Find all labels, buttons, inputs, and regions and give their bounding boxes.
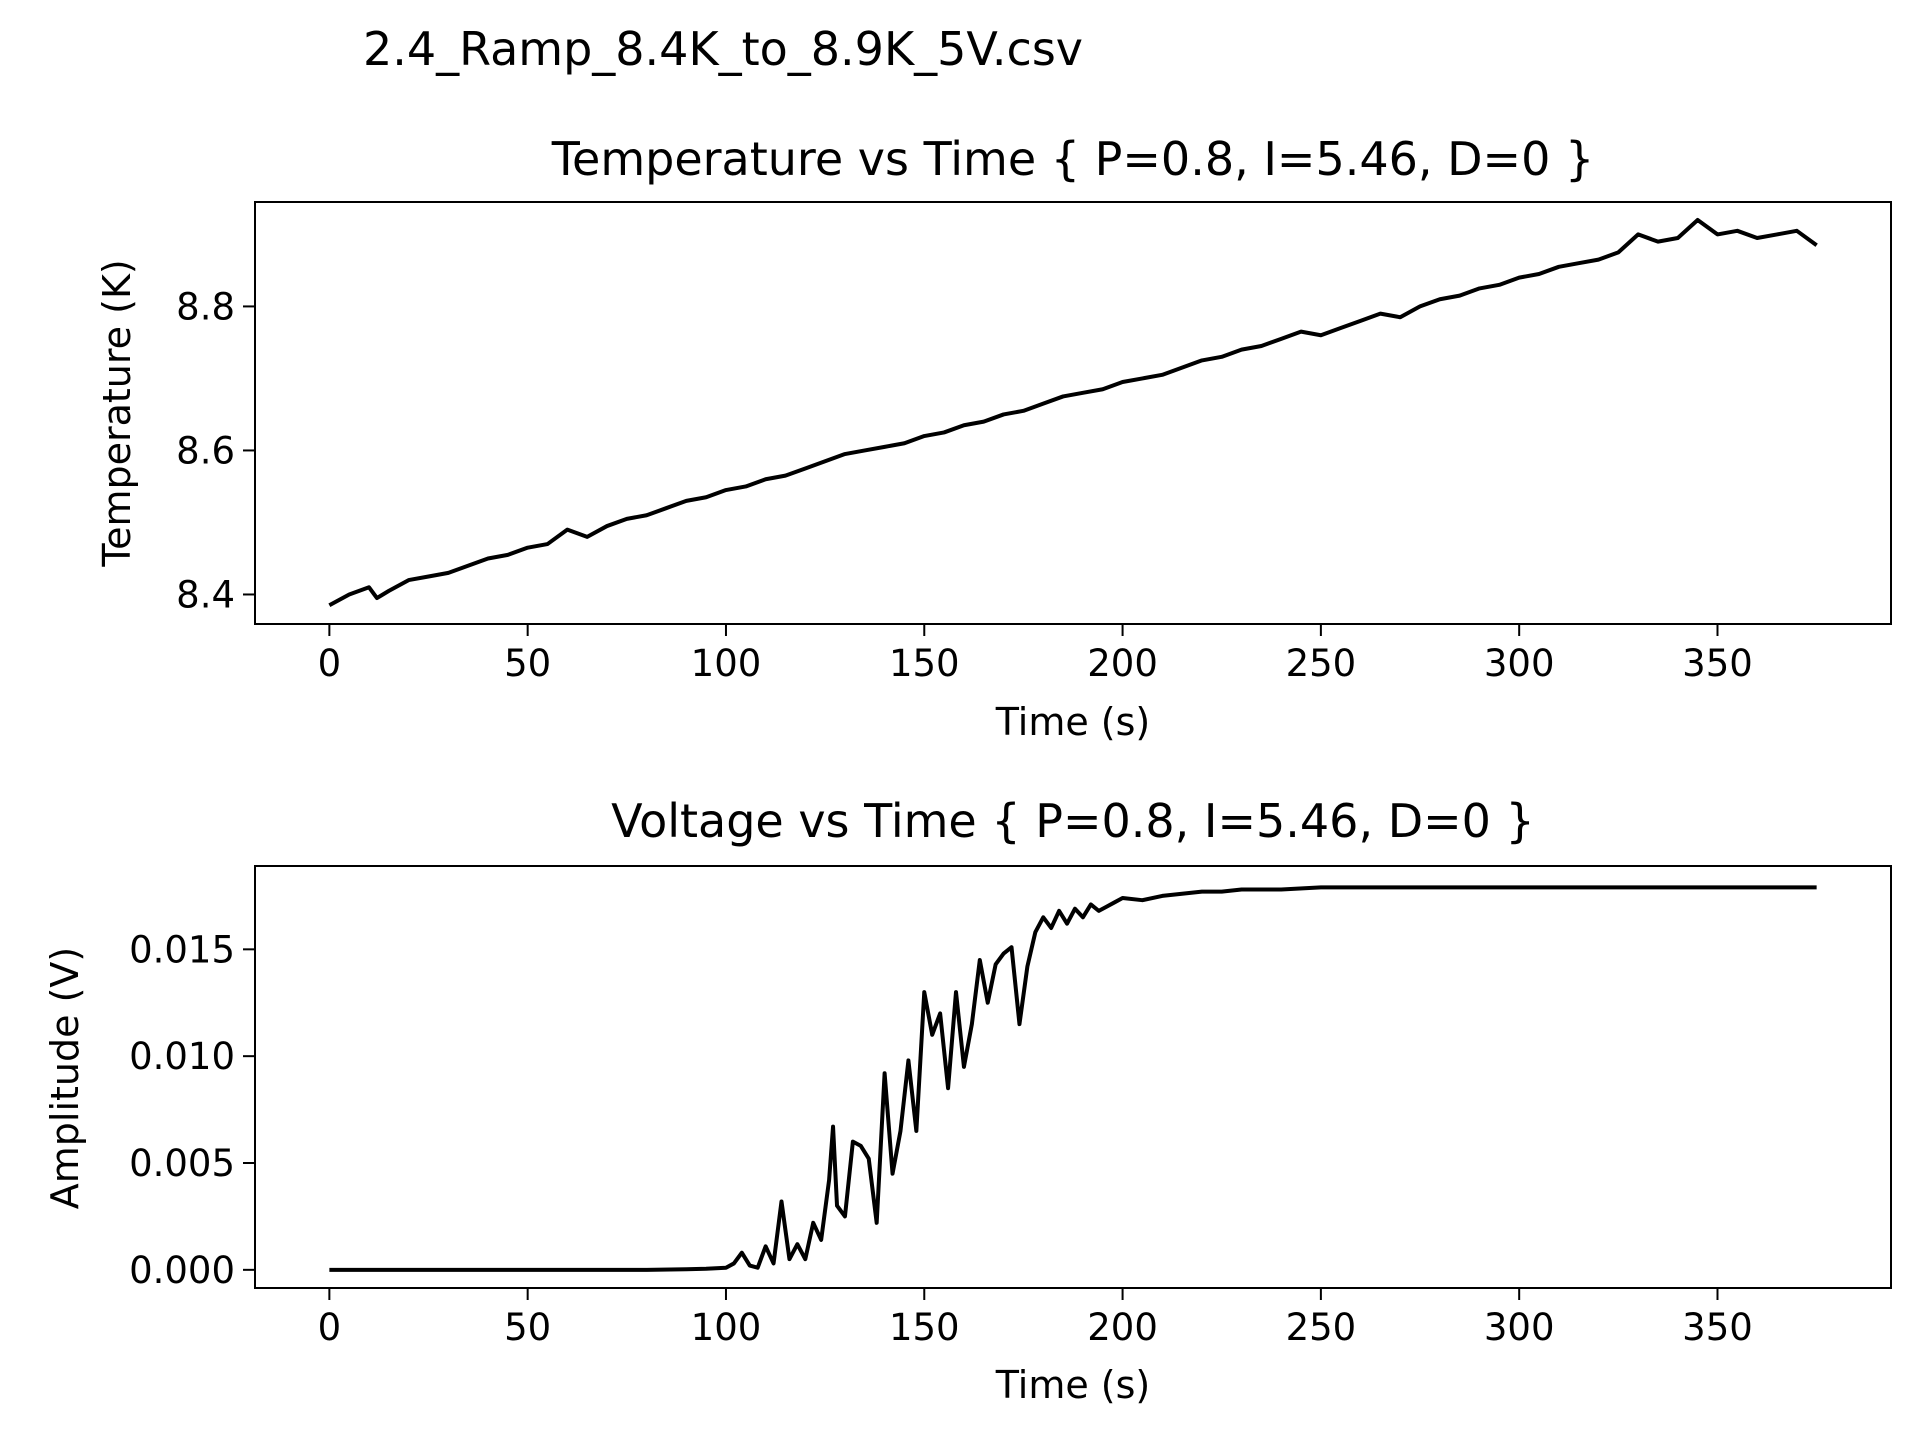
voltage-xtick-label: 0	[318, 1306, 342, 1349]
voltage-plot-title: Voltage vs Time { P=0.8, I=5.46, D=0 }	[611, 794, 1535, 848]
temperature-xtick-label: 100	[691, 642, 762, 685]
temperature-plot: Temperature vs Time { P=0.8, I=5.46, D=0…	[95, 132, 1892, 744]
temperature-xtick-label: 200	[1087, 642, 1158, 685]
figure-suptitle: 2.4_Ramp_8.4K_to_8.9K_5V.csv	[363, 22, 1083, 76]
voltage-series-line	[329, 885, 1817, 1272]
temperature-xtick-label: 150	[889, 642, 960, 685]
voltage-plot-axes	[254, 865, 1892, 1289]
temperature-ytick-label: 8.8	[176, 285, 235, 328]
temperature-xtick-label: 250	[1286, 642, 1357, 685]
temperature-xtick-label: 300	[1484, 642, 1555, 685]
voltage-xtick-label: 100	[691, 1306, 762, 1349]
temperature-xtick-label: 50	[504, 642, 551, 685]
voltage-ytick-label: 0.000	[129, 1249, 235, 1292]
temperature-xtick-label: 350	[1682, 642, 1753, 685]
temperature-plot-axes	[254, 201, 1892, 625]
voltage-ytick-label: 0.010	[129, 1035, 235, 1078]
voltage-ytick-label: 0.005	[129, 1142, 235, 1185]
voltage-plot-ylabel: Amplitude (V)	[43, 947, 87, 1209]
voltage-xtick-label: 350	[1682, 1306, 1753, 1349]
voltage-plot: Voltage vs Time { P=0.8, I=5.46, D=0 } T…	[43, 794, 1892, 1407]
voltage-xtick-label: 250	[1286, 1306, 1357, 1349]
temperature-plot-title: Temperature vs Time { P=0.8, I=5.46, D=0…	[551, 132, 1594, 186]
temperature-ytick-label: 8.6	[176, 429, 235, 472]
voltage-xtick-label: 50	[504, 1306, 551, 1349]
voltage-xtick-label: 200	[1087, 1306, 1158, 1349]
voltage-ytick-label: 0.015	[129, 928, 235, 971]
temperature-plot-xlabel: Time (s)	[995, 700, 1151, 744]
temperature-plot-ylabel: Temperature (K)	[95, 259, 139, 567]
temperature-series-line	[328, 218, 1818, 608]
voltage-xtick-label: 300	[1484, 1306, 1555, 1349]
temperature-xtick-label: 0	[318, 642, 342, 685]
temperature-ytick-label: 8.4	[176, 573, 235, 616]
voltage-plot-xlabel: Time (s)	[995, 1363, 1151, 1407]
voltage-xtick-label: 150	[889, 1306, 960, 1349]
